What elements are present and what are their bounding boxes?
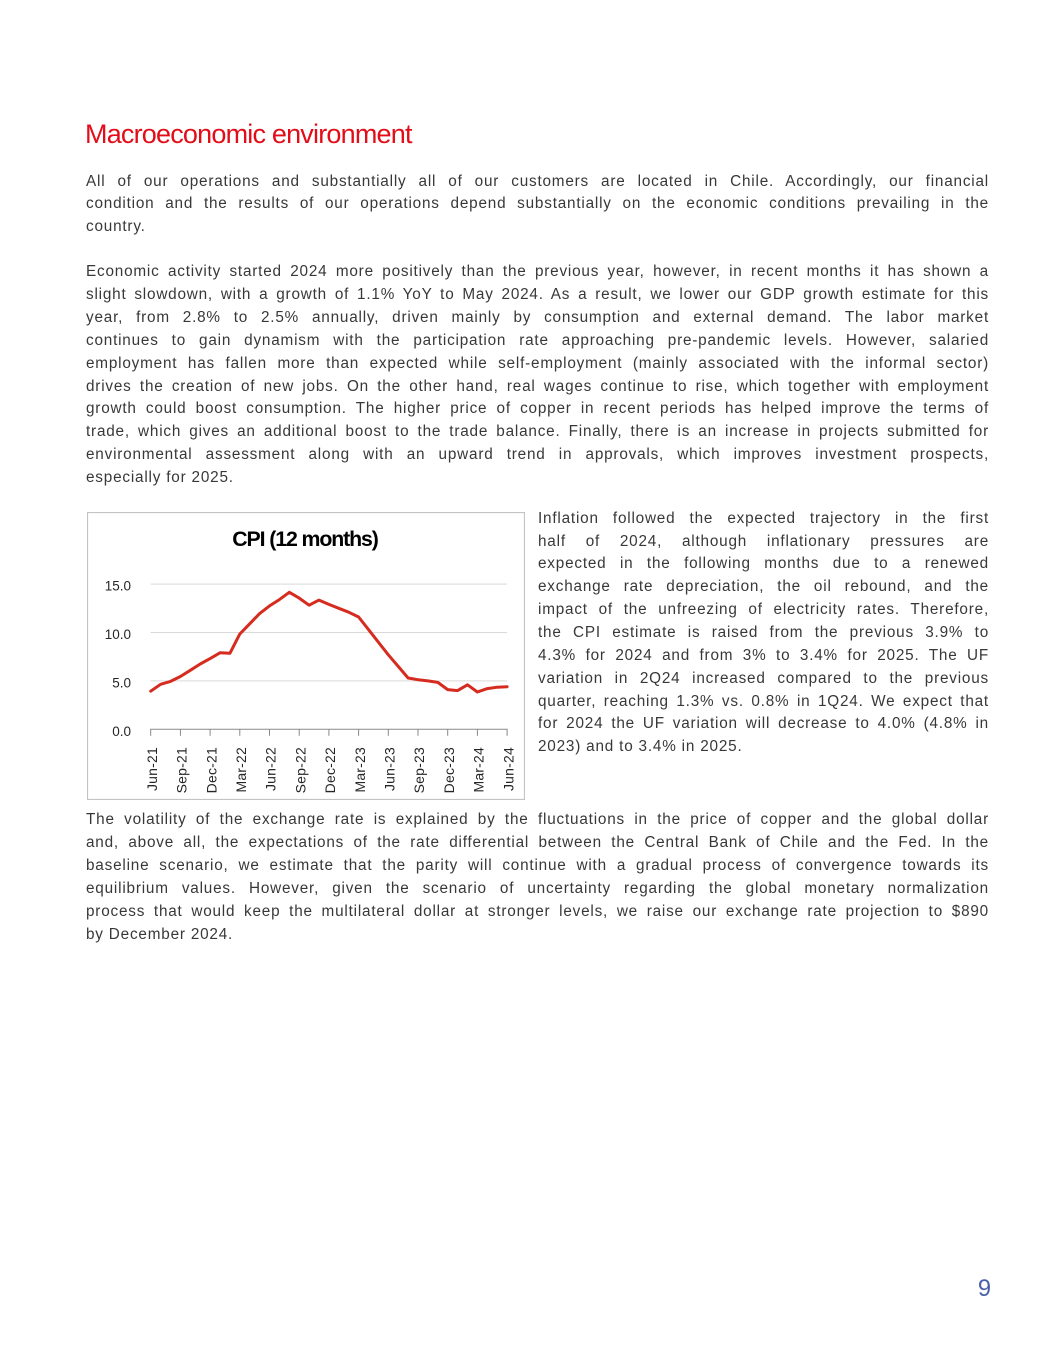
svg-text:10.0: 10.0 (104, 627, 130, 642)
svg-text:Sep-22: Sep-22 (292, 747, 308, 793)
svg-text:15.0: 15.0 (104, 578, 130, 593)
svg-text:CPI (12 months): CPI (12 months) (232, 526, 379, 550)
svg-text:Mar-23: Mar-23 (351, 746, 367, 792)
svg-text:Dec-22: Dec-22 (322, 746, 338, 792)
svg-text:Sep-23: Sep-23 (411, 747, 427, 793)
svg-text:Jun-24: Jun-24 (500, 746, 516, 790)
svg-text:Dec-23: Dec-23 (440, 746, 456, 792)
svg-text:Mar-24: Mar-24 (470, 746, 486, 792)
svg-text:Sep-21: Sep-21 (173, 747, 189, 793)
svg-text:Dec-21: Dec-21 (203, 746, 219, 792)
svg-text:Mar-22: Mar-22 (233, 746, 249, 792)
svg-text:Jun-21: Jun-21 (143, 746, 159, 790)
svg-text:0.0: 0.0 (112, 723, 131, 738)
svg-text:Jun-23: Jun-23 (381, 746, 397, 790)
svg-text:5.0: 5.0 (112, 675, 131, 690)
svg-text:Jun-22: Jun-22 (262, 746, 278, 790)
